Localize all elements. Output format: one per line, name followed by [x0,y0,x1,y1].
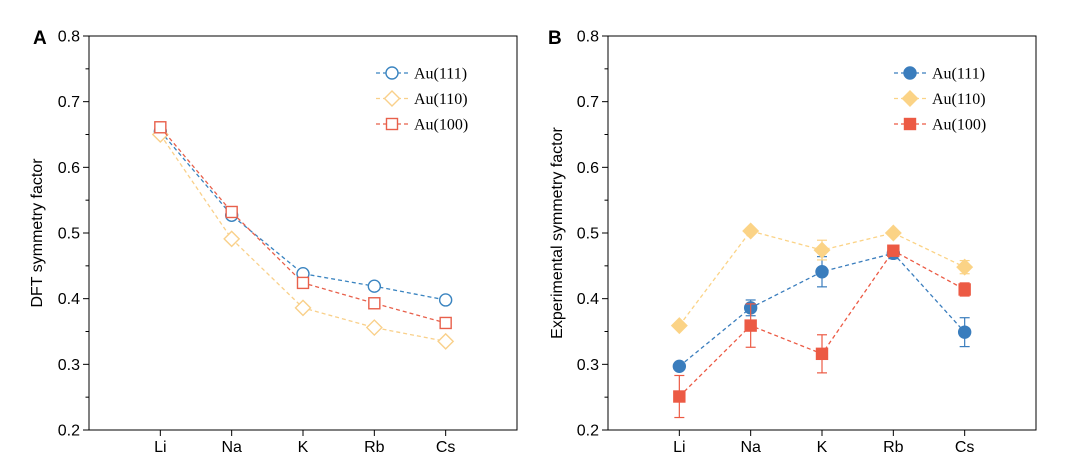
legend-label: Au(111) [932,66,985,83]
x-tick-label: Na [221,439,242,456]
legend-marker [385,66,399,80]
y-tick-label: 0.5 [58,226,80,243]
y-tick-label: 0.6 [58,160,80,177]
data-point [296,276,310,290]
y-tick-label: 0.3 [58,357,80,374]
legend-label: Au(100) [414,117,468,134]
x-tick-label: Li [673,439,685,456]
x-tick-label: Rb [364,439,385,456]
legend-entry [894,117,926,131]
data-point [368,297,381,310]
x-tick-label: K [298,439,309,456]
data-point [813,241,831,259]
legend-label: Au(110) [932,91,986,108]
series-au110 [670,222,974,335]
y-tick-label: 0.7 [58,94,80,111]
series-au100 [154,121,452,330]
data-point [815,347,829,361]
series-au100 [673,244,971,419]
x-tick-label: Na [740,439,761,456]
y-tick-label: 0.3 [577,357,599,374]
data-point [956,258,974,276]
x-tick-label: Cs [436,439,456,456]
data-point [673,390,686,403]
legend-marker [903,66,917,80]
x-tick-label: Rb [883,439,904,456]
data-point [437,332,455,350]
panel-label: A [33,28,47,49]
legend-entry [376,90,408,107]
x-tick-label: Cs [955,439,975,456]
legend-entry [376,66,408,80]
data-point [887,244,900,257]
y-tick-label: 0.2 [58,423,80,440]
legend-entry [894,66,926,80]
x-tick-label: Li [154,439,166,456]
data-point [742,222,760,240]
data-point [438,293,453,307]
data-point [672,359,687,374]
legend-label: Au(110) [414,91,468,108]
data-point [744,319,757,332]
legend-marker [385,117,399,131]
x-tick-label: K [817,439,828,456]
data-point [670,317,688,335]
data-point [367,279,382,293]
y-tick-label: 0.2 [577,423,599,440]
legend-label: Au(100) [932,117,986,134]
y-tick-label: 0.4 [58,291,80,308]
data-point [958,283,971,296]
data-point [225,205,238,219]
y-tick-label: 0.8 [577,29,599,46]
series-line [159,126,446,324]
data-point [884,224,902,242]
y-tick-label: 0.4 [577,291,599,308]
y-axis-title: Experimental symmetry factor [549,127,566,339]
y-tick-label: 0.5 [577,226,599,243]
y-tick-label: 0.6 [577,160,599,177]
series-line [159,130,446,301]
data-point [223,230,241,248]
legend-marker [903,117,917,131]
legend-label: Au(111) [414,66,467,83]
panel-label: B [548,28,562,49]
data-point [957,325,972,339]
legend-entry [376,117,408,131]
data-point [365,319,383,337]
y-axis-title: DFT symmetry factor [29,158,46,308]
series-au110 [151,126,455,350]
data-point [154,121,167,134]
data-point [439,316,452,330]
legend-marker [901,90,919,107]
y-tick-label: 0.7 [577,94,599,111]
legend-entry [894,90,926,107]
series-line [678,252,966,367]
data-point [294,299,312,317]
legend-marker [383,90,401,107]
data-point [815,265,829,279]
y-tick-label: 0.8 [58,29,80,46]
